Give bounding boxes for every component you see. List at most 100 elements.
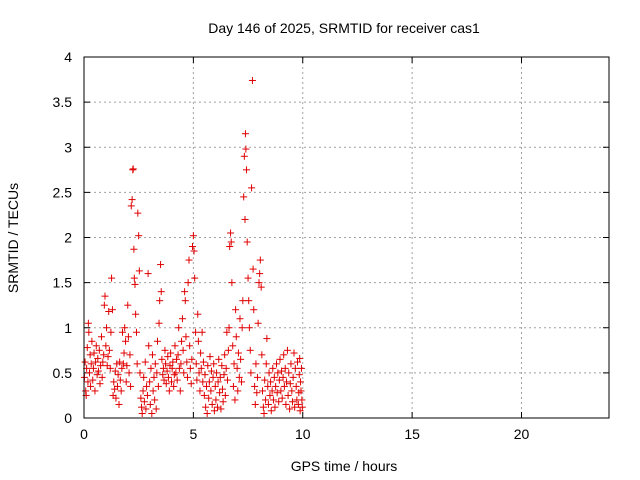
data-point	[145, 342, 153, 350]
data-point	[229, 342, 237, 350]
data-point	[243, 238, 251, 246]
data-point	[116, 376, 124, 384]
data-point	[164, 373, 172, 381]
data-point	[197, 349, 205, 357]
data-point	[234, 387, 242, 395]
data-point	[153, 369, 161, 377]
data-point	[289, 373, 297, 381]
data-point	[207, 387, 215, 395]
data-point	[170, 382, 178, 390]
data-point	[147, 364, 155, 372]
data-point	[227, 229, 235, 237]
data-point	[149, 387, 157, 395]
data-point	[283, 346, 291, 354]
data-point	[140, 373, 148, 381]
data-point	[286, 380, 294, 388]
data-point	[194, 337, 202, 345]
data-point	[224, 346, 232, 354]
data-point	[141, 358, 149, 366]
data-point	[285, 369, 293, 377]
data-point	[268, 387, 276, 395]
data-point	[105, 346, 113, 354]
data-point	[296, 354, 304, 362]
data-point	[162, 380, 170, 388]
data-point	[226, 243, 234, 251]
data-point	[87, 360, 95, 368]
data-point	[152, 405, 160, 413]
data-point	[258, 351, 266, 359]
data-point	[203, 382, 210, 390]
data-point	[195, 369, 203, 377]
data-point	[185, 256, 193, 264]
data-point	[158, 355, 166, 363]
data-point	[246, 346, 254, 354]
data-point	[113, 382, 121, 390]
data-point	[205, 394, 213, 402]
data-point	[219, 398, 227, 406]
data-point	[168, 364, 176, 372]
data-point	[125, 369, 133, 377]
data-point	[203, 409, 211, 417]
data-point	[263, 335, 271, 343]
data-point	[202, 403, 210, 411]
data-point	[126, 351, 134, 359]
data-point	[128, 196, 136, 204]
data-point	[85, 328, 93, 336]
data-point	[237, 355, 245, 363]
data-point	[84, 378, 92, 386]
data-point	[298, 396, 306, 404]
data-point	[295, 371, 303, 379]
data-point	[167, 349, 175, 357]
y-tick-label: 2.5	[53, 184, 73, 200]
data-point	[297, 387, 305, 395]
data-point	[262, 360, 270, 368]
data-point	[215, 355, 223, 363]
data-point	[292, 382, 300, 390]
data-point	[91, 387, 99, 395]
data-point	[143, 382, 151, 390]
tick-labels: 0 5 10 15 20 0 0.5 1 1.5 2 2.5 3 3.5 4	[53, 49, 530, 442]
data-point	[88, 337, 96, 345]
data-point	[143, 391, 151, 399]
y-tick-label: 1	[64, 320, 72, 336]
data-point	[140, 398, 148, 406]
data-point	[168, 378, 175, 386]
data-point	[251, 400, 259, 408]
data-point	[267, 378, 275, 386]
data-point	[259, 403, 267, 411]
data-point	[291, 364, 299, 372]
data-point	[218, 362, 226, 370]
data-point	[192, 328, 200, 336]
data-point	[189, 243, 196, 251]
data-point	[222, 364, 230, 372]
data-point	[133, 360, 141, 368]
data-point	[284, 391, 292, 399]
data-point	[227, 238, 235, 246]
data-point	[188, 355, 196, 363]
data-point	[178, 337, 186, 345]
data-point	[86, 351, 94, 359]
data-point	[189, 232, 197, 240]
data-point	[194, 310, 202, 318]
data-point	[273, 360, 280, 368]
data-point	[148, 409, 156, 417]
data-point	[108, 274, 116, 282]
data-point	[146, 378, 154, 386]
data-point	[287, 360, 295, 368]
data-point	[201, 371, 209, 379]
data-point	[278, 367, 286, 375]
x-tick-label: 5	[189, 426, 197, 442]
data-point	[190, 247, 198, 255]
data-point	[177, 360, 185, 368]
data-point	[183, 358, 191, 366]
data-point	[241, 130, 249, 138]
data-point	[148, 351, 156, 359]
data-point	[162, 360, 170, 368]
data-point	[104, 353, 112, 361]
data-point	[216, 373, 224, 381]
data-point	[252, 360, 260, 368]
data-point	[123, 362, 131, 370]
data-point	[100, 351, 108, 359]
